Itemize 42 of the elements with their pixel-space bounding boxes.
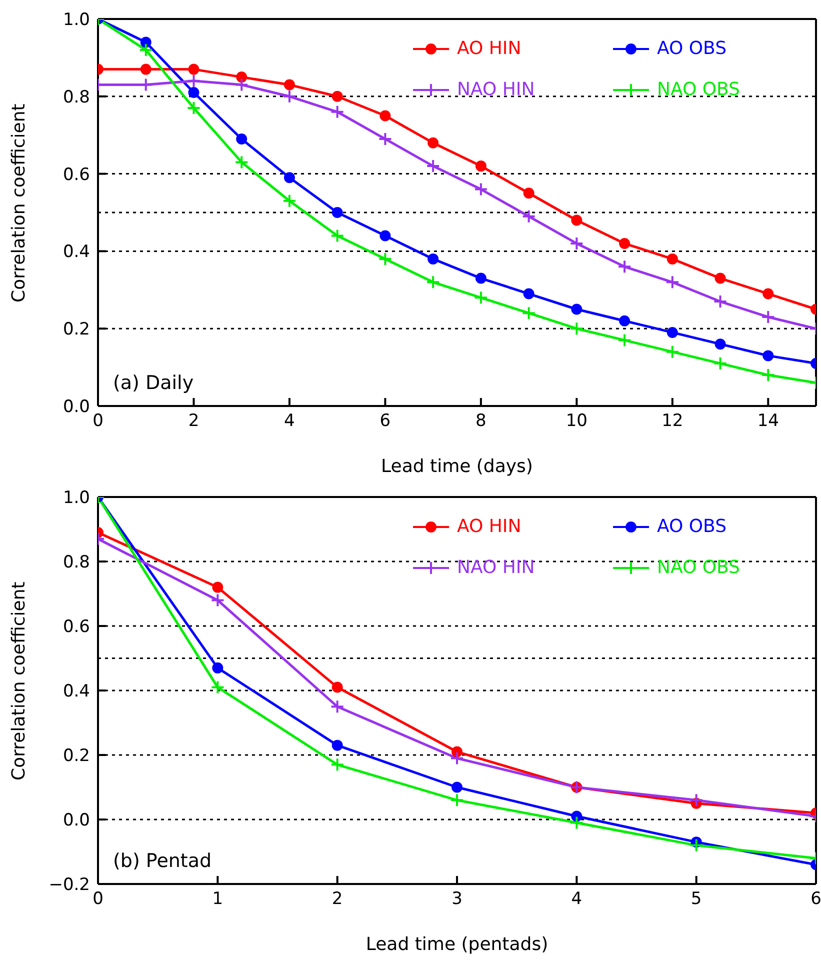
legend-label: NAO OBS: [657, 557, 740, 578]
x-tick-label: 12: [662, 411, 684, 432]
y-axis-title: Correlation coefficient: [8, 582, 30, 780]
annotation: (a) Daily: [113, 372, 194, 394]
x-tick-label: 4: [571, 889, 582, 910]
legend-label: AO OBS: [657, 38, 727, 59]
legend-label: AO HIN: [457, 516, 522, 537]
legend-label: NAO HIN: [457, 79, 535, 100]
x-tick-label: 14: [757, 411, 779, 432]
y-tick-label: 0.6: [62, 617, 90, 638]
legend-label: AO HIN: [457, 38, 522, 59]
y-axis-title: Correlation coefficient: [8, 104, 30, 302]
x-tick-label: 0: [92, 889, 104, 910]
y-tick-label: 1.0: [62, 488, 90, 508]
y-tick-label: 0.8: [62, 552, 90, 573]
legend-label: NAO OBS: [657, 79, 740, 100]
y-tick-label: 0.4: [62, 682, 90, 702]
y-tick-label: 0.8: [62, 87, 90, 108]
x-axis-title: Lead time (days): [381, 456, 533, 477]
x-tick-label: 3: [452, 889, 462, 910]
legend-label: AO OBS: [657, 516, 727, 537]
y-tick-label: 1.0: [62, 10, 90, 30]
y-tick-label: 0.2: [62, 746, 90, 766]
y-tick-label: 0.6: [62, 164, 90, 185]
x-axis-title: Lead time (pentads): [366, 934, 548, 955]
x-tick-label: 6: [810, 889, 821, 910]
x-tick-label: 5: [690, 889, 702, 910]
x-tick-label: 6: [380, 411, 391, 432]
x-tick-label: 2: [188, 411, 200, 432]
y-tick-label: 0.4: [62, 242, 90, 262]
y-tick-label: −0.2: [48, 875, 90, 896]
annotation: (b) Pentad: [113, 850, 212, 872]
x-tick-label: 1: [212, 889, 224, 910]
y-tick-label: 0.0: [62, 810, 90, 831]
legend-label: NAO HIN: [457, 557, 535, 578]
y-tick-label: 0.2: [62, 320, 90, 340]
x-tick-label: 8: [476, 411, 486, 432]
x-tick-label: 0: [92, 411, 104, 432]
y-tick-label: 0.0: [62, 397, 90, 418]
x-tick-label: 10: [566, 411, 588, 432]
x-tick-label: 2: [332, 889, 343, 910]
x-tick-label: 4: [284, 411, 295, 432]
